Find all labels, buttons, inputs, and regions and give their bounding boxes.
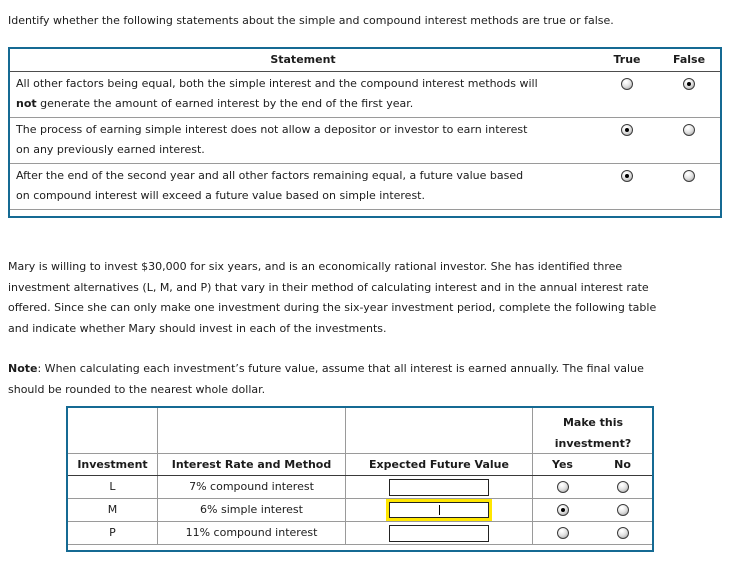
rate-label: 6% simple interest <box>158 499 346 521</box>
statement-row-2: The process of earning simple interest d… <box>10 118 720 164</box>
note-text: Note: When calculating each investment’s… <box>8 362 644 396</box>
yes-radio[interactable] <box>556 504 569 516</box>
note-label: Note <box>8 362 38 375</box>
statement-row-1: All other factors being equal, both the … <box>10 72 720 118</box>
future-value-input-focused[interactable] <box>389 502 489 518</box>
no-radio[interactable] <box>616 527 629 539</box>
statement-text: After the end of the second year and all… <box>16 169 524 202</box>
rate-label: 11% compound interest <box>158 522 346 544</box>
investment-row-L: L 7% compound interest <box>68 476 652 499</box>
investment-row-M: M 6% simple interest <box>68 499 652 522</box>
yes-radio[interactable] <box>556 527 569 539</box>
investment-table-header-top: Make this investment? <box>68 408 652 454</box>
rate-label: 7% compound interest <box>158 476 346 498</box>
true-column-header: True <box>613 53 641 67</box>
true-radio[interactable] <box>621 78 633 90</box>
investment-column-header: Investment <box>68 454 158 475</box>
scenario-text: Mary is willing to invest $30,000 for si… <box>8 260 657 335</box>
future-value-input[interactable] <box>389 478 489 496</box>
false-column-header: False <box>672 53 706 67</box>
statement-text: The process of earning simple interest d… <box>16 123 528 156</box>
instruction-text: Identify whether the following statement… <box>8 14 614 27</box>
table-bottom-spacer <box>10 210 720 216</box>
true-radio[interactable] <box>621 124 633 136</box>
future-value-input[interactable] <box>389 524 489 542</box>
yes-radio[interactable] <box>556 481 569 493</box>
make-investment-header: Make this investment? <box>554 415 632 450</box>
true-false-table-header: Statement True False <box>10 49 720 72</box>
no-radio[interactable] <box>616 504 629 516</box>
true-false-table: Statement True False All other factors b… <box>8 47 722 218</box>
investment-label: L <box>68 476 158 498</box>
investment-row-P: P 11% compound interest <box>68 522 652 545</box>
investment-table: Make this investment? Investment Interes… <box>66 406 654 552</box>
statement-text: All other factors being equal, both the … <box>16 77 538 110</box>
no-column-header: No <box>614 457 631 471</box>
table-bottom-spacer <box>68 545 652 550</box>
statement-column-header: Statement <box>270 53 336 67</box>
investment-label: M <box>68 499 158 521</box>
yes-column-header: Yes <box>552 457 573 471</box>
investment-label: P <box>68 522 158 544</box>
false-radio[interactable] <box>683 170 695 182</box>
true-radio[interactable] <box>621 170 633 182</box>
rate-column-header: Interest Rate and Method <box>158 454 346 475</box>
false-radio[interactable] <box>683 78 695 90</box>
no-radio[interactable] <box>616 481 629 493</box>
false-radio[interactable] <box>683 124 695 136</box>
investment-table-header: Investment Interest Rate and Method Expe… <box>68 454 652 476</box>
statement-row-3: After the end of the second year and all… <box>10 164 720 210</box>
future-value-column-header: Expected Future Value <box>346 454 533 475</box>
